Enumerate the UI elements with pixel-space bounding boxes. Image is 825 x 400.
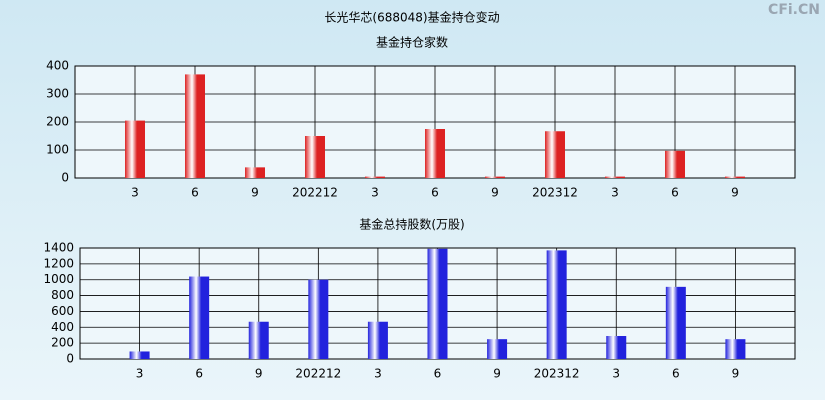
x-tick-label: 9	[731, 186, 739, 200]
bar	[485, 176, 505, 178]
y-tick-label: 1000	[43, 272, 74, 286]
x-tick-label: 202312	[532, 186, 578, 200]
chart-title: 基金持仓家数	[376, 35, 448, 50]
x-tick-label: 6	[672, 367, 680, 381]
y-tick-label: 1400	[43, 241, 74, 255]
x-tick-label: 9	[255, 367, 263, 381]
chart-title: 基金总持股数(万股)	[359, 217, 464, 232]
y-tick-label: 1200	[43, 256, 74, 270]
bar	[305, 136, 325, 178]
x-tick-label: 6	[195, 367, 203, 381]
x-tick-label: 6	[434, 367, 442, 381]
bar	[427, 248, 448, 359]
y-tick-label: 200	[46, 115, 69, 129]
x-tick-label: 3	[611, 186, 619, 200]
bar	[189, 276, 210, 359]
x-tick-label: 202312	[534, 367, 580, 381]
x-tick-label: 3	[374, 367, 382, 381]
bar	[129, 351, 150, 359]
y-tick-label: 400	[51, 320, 74, 334]
bar	[425, 129, 445, 178]
x-tick-label: 202212	[292, 186, 338, 200]
x-tick-label: 3	[371, 186, 379, 200]
bar	[365, 176, 385, 178]
y-tick-label: 400	[46, 59, 69, 73]
bar	[367, 321, 388, 359]
bar	[185, 74, 205, 178]
y-tick-label: 0	[66, 352, 74, 366]
x-tick-label: 6	[671, 186, 679, 200]
y-tick-label: 0	[61, 171, 69, 185]
bar	[125, 120, 145, 178]
bar	[545, 131, 565, 178]
x-tick-label: 9	[732, 367, 740, 381]
page-title: 长光华芯(688048)基金持仓变动	[324, 10, 499, 25]
watermark: CFi.CN	[768, 2, 820, 18]
x-tick-label: 3	[136, 367, 144, 381]
bar	[245, 167, 265, 178]
bar	[725, 339, 746, 359]
bar	[725, 176, 745, 178]
bar	[308, 279, 329, 359]
x-tick-label: 3	[131, 186, 139, 200]
bar	[606, 336, 627, 359]
x-tick-label: 6	[431, 186, 439, 200]
bar	[546, 250, 567, 359]
x-tick-label: 202212	[295, 367, 341, 381]
bar	[605, 176, 625, 178]
x-tick-label: 3	[612, 367, 620, 381]
x-tick-label: 9	[251, 186, 259, 200]
bar	[487, 339, 508, 359]
x-tick-label: 9	[493, 367, 501, 381]
y-tick-label: 100	[46, 143, 69, 157]
bar	[248, 321, 269, 359]
y-tick-label: 600	[51, 304, 74, 318]
bar	[665, 150, 685, 178]
y-tick-label: 200	[51, 336, 74, 350]
bar	[665, 286, 686, 359]
y-tick-label: 800	[51, 288, 74, 302]
y-tick-label: 300	[46, 87, 69, 101]
x-tick-label: 9	[491, 186, 499, 200]
x-tick-label: 6	[191, 186, 199, 200]
